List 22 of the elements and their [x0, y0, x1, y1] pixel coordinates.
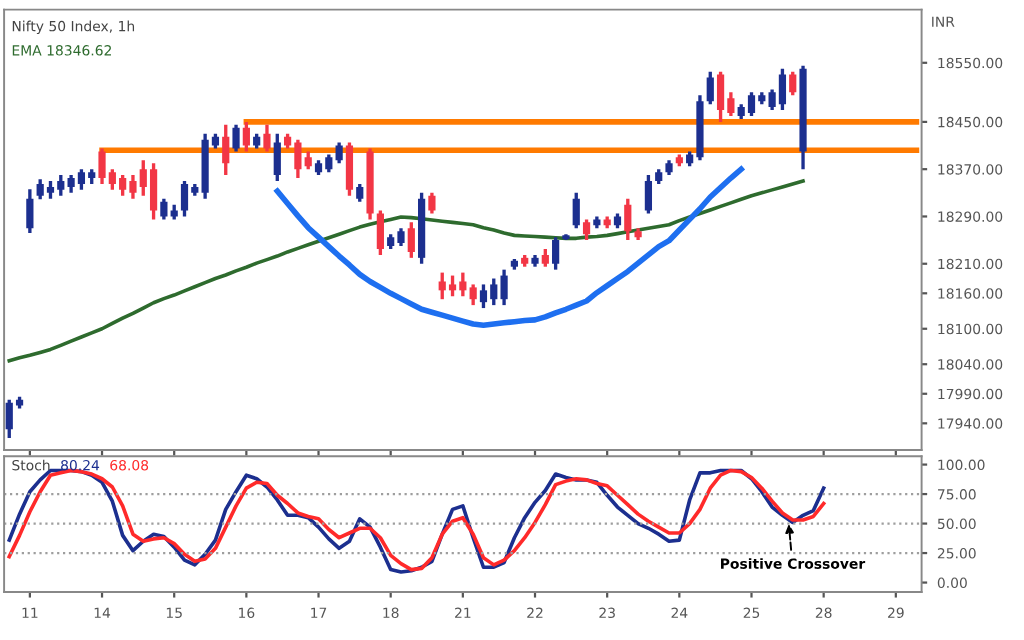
candlestick	[273, 132, 281, 183]
candlestick	[624, 197, 632, 242]
candlestick	[160, 197, 168, 222]
candlestick	[376, 208, 384, 257]
candlestick	[469, 282, 477, 307]
candlestick	[428, 191, 436, 216]
candlestick	[407, 220, 415, 260]
candlestick	[232, 123, 240, 154]
candlestick	[335, 140, 343, 165]
candlestick	[706, 69, 714, 106]
candlestick	[552, 235, 560, 272]
candlestick	[222, 123, 230, 177]
candlestick	[789, 69, 797, 97]
candlestick	[26, 187, 34, 235]
candlestick	[242, 120, 250, 154]
line-series	[274, 166, 744, 328]
candlestick	[263, 123, 271, 154]
candlestick	[644, 173, 653, 216]
candlestick	[572, 191, 580, 230]
candlestick	[582, 217, 591, 242]
candlestick	[345, 140, 354, 198]
line-series	[7, 179, 805, 363]
